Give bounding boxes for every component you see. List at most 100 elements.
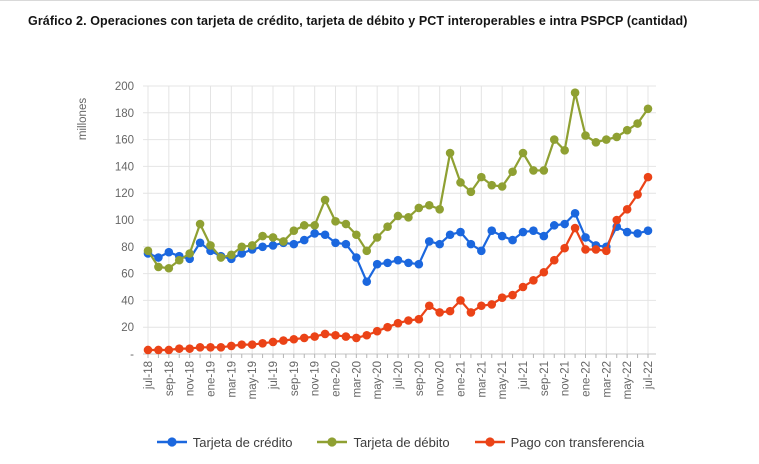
data-point-credito xyxy=(372,259,382,269)
legend: Tarjeta de crédito Tarjeta de débito Pag… xyxy=(130,431,670,453)
data-point-debito xyxy=(633,119,642,128)
y-tick-label: 160 xyxy=(115,135,134,147)
data-point-transferencia xyxy=(299,333,309,343)
page-title: Gráfico 2. Operaciones con tarjeta de cr… xyxy=(28,14,688,28)
legend-item-tarjeta-debito: Tarjeta de débito xyxy=(316,435,450,450)
y-tick-label: 40 xyxy=(121,295,134,307)
x-tick-label: may-21 xyxy=(497,361,509,399)
data-point-transferencia xyxy=(581,245,590,254)
data-point-debito xyxy=(456,178,465,187)
data-point-debito xyxy=(331,217,340,226)
x-tick-label: jul-21 xyxy=(518,361,530,390)
data-point-transferencia xyxy=(487,300,497,309)
data-point-credito xyxy=(393,255,403,265)
y-tick-label: 60 xyxy=(121,269,134,281)
data-point-credito xyxy=(299,235,309,245)
data-point-transferencia xyxy=(622,204,632,214)
data-point-debito xyxy=(206,241,215,250)
data-point-credito xyxy=(289,239,299,249)
data-point-credito xyxy=(570,209,580,218)
data-point-transferencia xyxy=(404,316,413,325)
x-tick-label: sep-21 xyxy=(539,361,551,396)
data-point-transferencia xyxy=(383,322,392,332)
data-point-debito xyxy=(195,219,205,229)
data-point-debito xyxy=(393,211,403,221)
y-tick-label: 80 xyxy=(121,242,134,254)
data-point-credito xyxy=(456,227,465,237)
data-point-transferencia xyxy=(549,255,559,265)
data-point-credito xyxy=(237,249,247,258)
legend-item-pago-transferencia: Pago con transferencia xyxy=(474,434,645,450)
x-tick-label: jul-22 xyxy=(643,361,655,390)
data-point-transferencia xyxy=(602,246,611,256)
data-point-debito xyxy=(404,213,413,222)
data-point-transferencia xyxy=(164,345,174,355)
data-point-transferencia xyxy=(227,341,236,351)
data-point-debito xyxy=(424,200,434,210)
data-point-transferencia xyxy=(352,333,361,343)
data-point-debito xyxy=(529,166,538,175)
data-point-transferencia xyxy=(320,329,330,339)
data-point-debito xyxy=(487,180,497,190)
legend-marker-debito-icon xyxy=(317,437,348,447)
data-point-transferencia xyxy=(570,223,580,233)
data-point-debito xyxy=(227,250,236,260)
data-point-credito xyxy=(539,231,549,241)
y-tick-label: 140 xyxy=(115,161,134,173)
data-point-transferencia xyxy=(174,344,184,353)
y-tick-label: 120 xyxy=(115,188,134,200)
data-point-debito xyxy=(477,172,486,182)
data-point-debito xyxy=(466,187,476,197)
data-point-credito xyxy=(424,237,434,246)
data-point-transferencia xyxy=(372,326,382,336)
data-point-credito xyxy=(466,239,476,249)
data-point-debito xyxy=(622,125,632,135)
y-tick-label: 200 xyxy=(115,81,134,93)
x-tick-label: ene-19 xyxy=(206,361,218,397)
data-point-debito xyxy=(258,231,267,241)
data-point-debito xyxy=(289,226,299,236)
data-point-transferencia xyxy=(206,343,215,352)
data-point-transferencia xyxy=(612,215,622,225)
data-point-transferencia xyxy=(331,330,340,340)
x-tick-label: sep-20 xyxy=(414,361,426,396)
data-point-transferencia xyxy=(633,190,642,199)
data-point-debito xyxy=(445,148,455,158)
data-point-debito xyxy=(362,246,372,256)
data-point-transferencia xyxy=(445,306,455,316)
legend-label-credito: Tarjeta de crédito xyxy=(192,434,293,450)
data-point-credito xyxy=(560,219,569,229)
x-tick-label: ene-20 xyxy=(331,361,343,397)
data-point-credito xyxy=(435,239,444,249)
x-tick-label: jul-19 xyxy=(268,361,280,390)
x-tick-label: mar-22 xyxy=(601,361,613,397)
data-point-debito xyxy=(341,219,351,229)
x-tick-label: nov-21 xyxy=(560,361,572,396)
data-point-transferencia xyxy=(539,267,549,277)
data-point-credito xyxy=(549,221,559,230)
data-point-credito xyxy=(310,229,319,238)
data-point-debito xyxy=(164,263,174,273)
data-point-credito xyxy=(154,253,163,262)
legend-marker-credito-icon xyxy=(156,437,187,447)
data-point-credito xyxy=(581,233,590,242)
data-point-debito xyxy=(154,262,163,272)
data-point-debito xyxy=(435,204,444,214)
data-point-transferencia xyxy=(362,330,372,340)
data-point-credito xyxy=(508,235,517,245)
y-tick-label: - xyxy=(130,349,134,361)
legend-label-transferencia: Pago con transferencia xyxy=(510,434,645,450)
data-point-debito xyxy=(560,146,569,155)
data-point-transferencia xyxy=(456,296,465,305)
data-point-debito xyxy=(602,135,611,144)
data-point-transferencia xyxy=(247,340,257,349)
data-point-transferencia xyxy=(289,334,299,344)
x-tick-label: mar-19 xyxy=(226,361,238,397)
data-point-credito xyxy=(341,239,351,249)
data-point-credito xyxy=(414,259,424,269)
data-point-credito xyxy=(352,253,361,262)
x-tick-label: may-19 xyxy=(247,361,259,399)
data-point-transferencia xyxy=(195,343,205,352)
data-point-transferencia xyxy=(393,318,403,328)
